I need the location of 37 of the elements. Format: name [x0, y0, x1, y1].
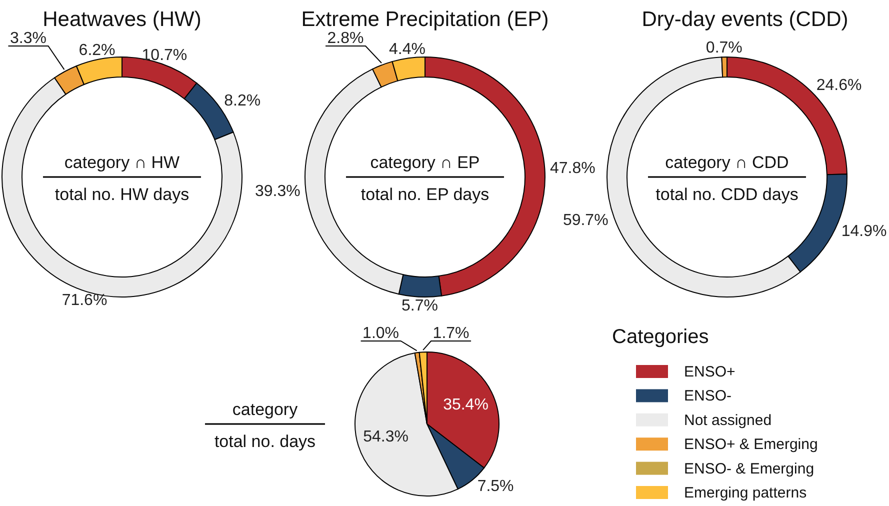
data-label: 1.0%: [362, 325, 400, 342]
text: category ∩ EP: [370, 153, 480, 172]
text: total no. CDD days: [656, 185, 798, 204]
legend-label: Emerging patterns: [684, 484, 807, 502]
text: category: [232, 400, 298, 419]
data-label: 2.8%: [327, 30, 364, 47]
data-label: 3.3%: [10, 30, 46, 47]
data-label: 5.7%: [402, 297, 438, 314]
data-label: 54.3%: [363, 428, 408, 446]
data-label: 59.7%: [562, 212, 608, 229]
legend-label: Not assigned: [684, 412, 772, 429]
data-label: 0.7%: [706, 40, 742, 57]
data-label: 24.6%: [816, 77, 862, 94]
data-label: 14.9%: [841, 223, 887, 240]
data-label: 4.4%: [388, 40, 426, 58]
legend-label: ENSO+: [684, 364, 736, 380]
legend-label: ENSO+ & Emerging: [684, 436, 818, 454]
data-label: 10.7%: [142, 46, 188, 64]
text: total no. HW days: [54, 185, 190, 204]
text: category ∩ HW: [64, 153, 180, 172]
data-label: 7.5%: [477, 478, 514, 495]
legend-label: ENSO- & Emerging: [684, 460, 814, 478]
legend-title: Categories: [612, 326, 709, 348]
text: total no. EP days: [360, 185, 490, 204]
text: category ∩ CDD: [665, 153, 789, 172]
data-label: 39.3%: [255, 183, 300, 200]
legend-label: ENSO-: [684, 388, 732, 405]
chart-title: Dry-day events (CDD): [642, 8, 848, 31]
data-label: 1.7%: [432, 325, 470, 342]
data-label: 8.2%: [224, 92, 261, 110]
text: total no. days: [214, 432, 316, 451]
chart-title: Extreme Precipitation (EP): [301, 8, 549, 31]
data-label: 6.2%: [78, 42, 116, 60]
chart-title: Heatwaves (HW): [42, 8, 202, 31]
data-label: 71.6%: [62, 292, 108, 309]
data-label: 47.8%: [550, 160, 596, 177]
data-label: 35.4%: [443, 396, 488, 414]
